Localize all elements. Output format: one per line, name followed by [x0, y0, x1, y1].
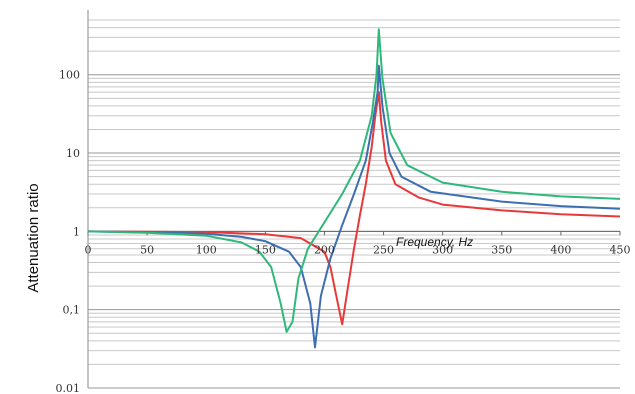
y-tick-label: 1: [73, 225, 80, 238]
x-tick-label: 200: [314, 243, 335, 256]
y-tick-label: 0.01: [56, 382, 81, 394]
y-tick-label: 10: [66, 147, 80, 160]
x-axis-label: Frequency, Hz: [396, 235, 473, 249]
y-tick-label: 100: [59, 69, 80, 82]
x-tick-label: 250: [373, 243, 394, 256]
axes: [87, 10, 621, 388]
series-lines: [87, 28, 621, 349]
series-line-2: [87, 64, 621, 349]
x-tick-label: 450: [610, 243, 631, 256]
x-tick-label: 50: [140, 243, 154, 256]
x-tick-label: 300: [432, 243, 453, 256]
tick-labels: 100 10 1 0,1 0.01 0 50 100 150 200 250 300 350 400 450: [56, 69, 631, 394]
series-line-1: [87, 91, 621, 326]
y-axis-label: Attenuation ratio: [25, 183, 42, 292]
y-tick-label: 0,1: [63, 304, 81, 317]
x-tick-label: 100: [196, 243, 217, 256]
x-tick-label: 150: [255, 243, 276, 256]
x-tick-label: 350: [491, 243, 512, 256]
x-tick-label: 0: [85, 243, 92, 256]
series-line-3: [87, 28, 621, 333]
x-tick-label: 400: [550, 243, 571, 256]
